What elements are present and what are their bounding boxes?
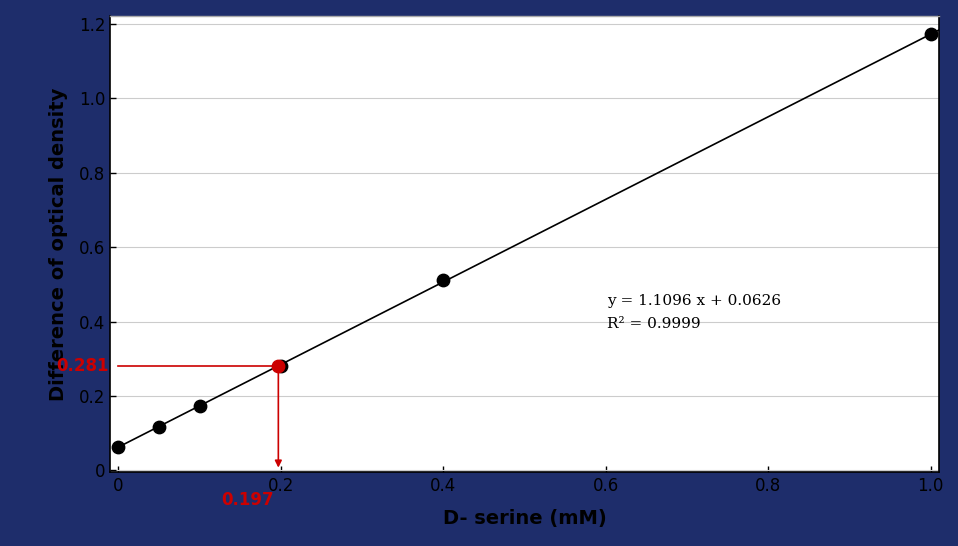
Point (271, 361, 286, 370)
Point (151, 422, 167, 431)
Text: 0.197: 0.197 (221, 491, 274, 509)
Point (924, 30, 939, 39)
Y-axis label: Difference of optical density: Difference of optical density (49, 88, 68, 401)
Point (110, 443, 125, 452)
X-axis label: D- serine (mM): D- serine (mM) (443, 509, 606, 528)
Text: y = 1.1096 x + 0.0626
R² = 0.9999: y = 1.1096 x + 0.0626 R² = 0.9999 (607, 294, 782, 331)
Point (273, 361, 288, 370)
Point (436, 275, 451, 284)
Text: 0.281: 0.281 (57, 357, 108, 375)
Point (192, 402, 207, 411)
